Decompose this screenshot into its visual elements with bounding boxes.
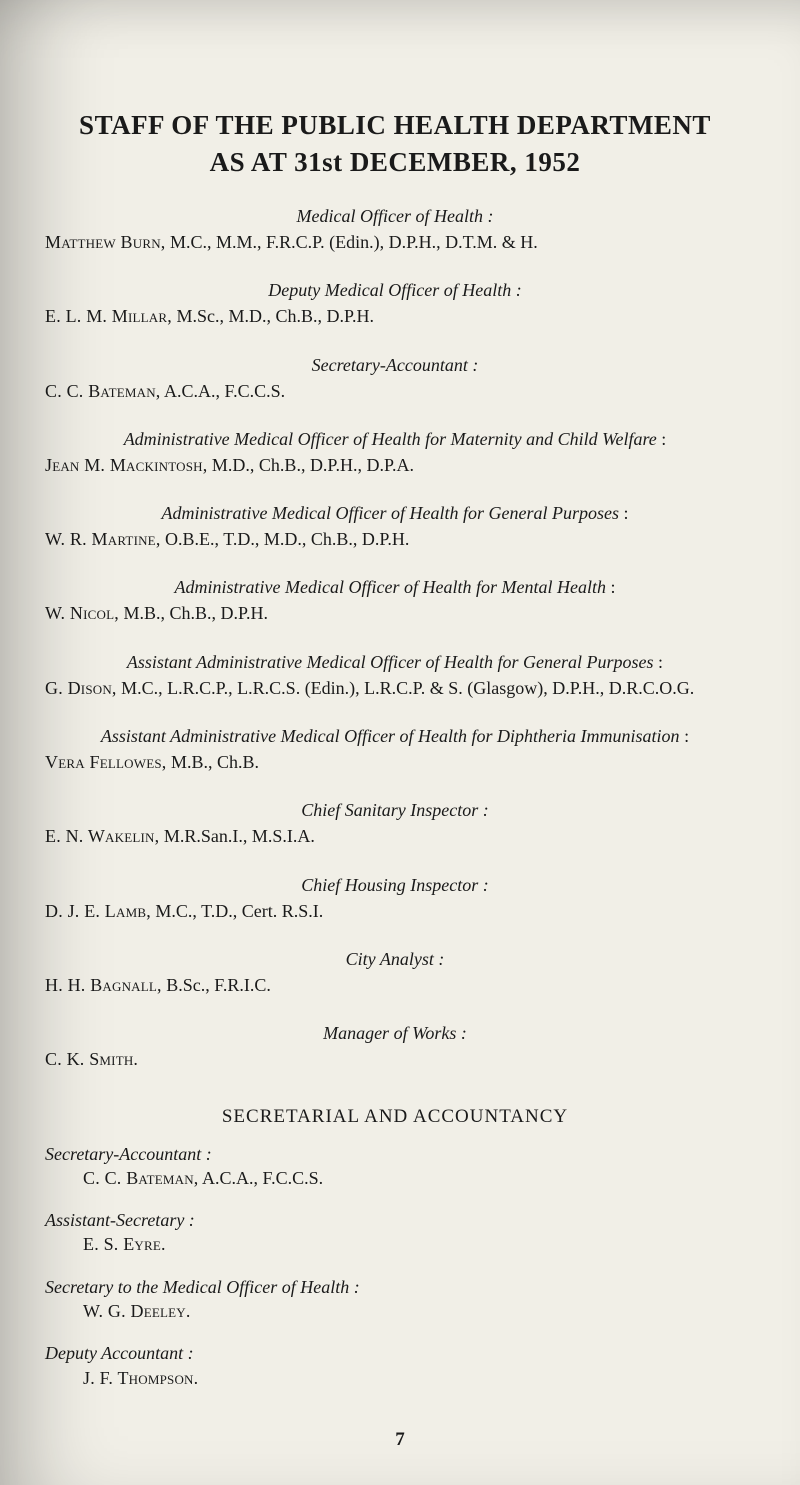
person-name: E. S. Eyre. (83, 1234, 166, 1254)
person-line: Jean M. Mackintosh, M.D., Ch.B., D.P.H.,… (45, 453, 745, 477)
person-name: E. N. Wakelin, (45, 826, 159, 846)
person-credentials: M.B., Ch.B. (166, 752, 259, 772)
role-label: Chief Housing Inspector : (45, 875, 745, 896)
person-line: W. R. Martine, O.B.E., T.D., M.D., Ch.B.… (45, 527, 745, 551)
person-credentials: M.B., Ch.B., D.P.H. (119, 603, 268, 623)
staff-entry: Secretary to the Medical Officer of Heal… (45, 1275, 745, 1324)
person-name: D. J. E. Lamb, (45, 901, 151, 921)
person-name: J. F. Thompson. (83, 1368, 198, 1388)
person-line: J. F. Thompson. (45, 1366, 745, 1390)
person-credentials: M.C., T.D., Cert. R.S.I. (151, 901, 323, 921)
person-name: C. C. Bateman, (45, 381, 160, 401)
staff-entry: Administrative Medical Officer of Health… (45, 577, 745, 625)
person-credentials: M.D., Ch.B., D.P.H., D.P.A. (207, 455, 414, 475)
title-line-2: AS AT 31st DECEMBER, 1952 (45, 147, 745, 178)
person-name: G. Dison, (45, 678, 117, 698)
staff-entry: Deputy Accountant : J. F. Thompson. (45, 1341, 745, 1390)
person-name: W. R. Martine, (45, 529, 161, 549)
person-line: Vera Fellowes, M.B., Ch.B. (45, 750, 745, 774)
staff-entry: Deputy Medical Officer of Health : E. L.… (45, 280, 745, 328)
role-label: Assistant Administrative Medical Officer… (45, 652, 745, 673)
role-label: Assistant Administrative Medical Officer… (45, 726, 745, 747)
role-label: Chief Sanitary Inspector : (45, 800, 745, 821)
role-label: Deputy Accountant : (45, 1341, 745, 1365)
staff-entry: Administrative Medical Officer of Health… (45, 429, 745, 477)
staff-entry: Secretary-Accountant : C. C. Bateman, A.… (45, 355, 745, 403)
role-label: Administrative Medical Officer of Health… (45, 503, 745, 524)
person-credentials: A.C.A., F.C.C.S. (160, 381, 285, 401)
role-label: Deputy Medical Officer of Health : (45, 280, 745, 301)
person-line: W. Nicol, M.B., Ch.B., D.P.H. (45, 601, 745, 625)
person-name: H. H. Bagnall, (45, 975, 162, 995)
person-line: H. H. Bagnall, B.Sc., F.R.I.C. (45, 973, 745, 997)
person-line: G. Dison, M.C., L.R.C.P., L.R.C.S. (Edin… (45, 676, 745, 700)
person-credentials: B.Sc., F.R.I.C. (162, 975, 271, 995)
person-credentials: M.R.San.I., M.S.I.A. (159, 826, 315, 846)
title-line-1: STAFF OF THE PUBLIC HEALTH DEPARTMENT (45, 110, 745, 141)
role-label: Administrative Medical Officer of Health… (45, 429, 745, 450)
staff-entry: Assistant-Secretary : E. S. Eyre. (45, 1208, 745, 1257)
person-credentials: M.C., M.M., F.R.C.P. (Edin.), D.P.H., D.… (166, 232, 538, 252)
role-label: Secretary-Accountant : (45, 355, 745, 376)
page-number: 7 (0, 1429, 800, 1451)
person-line: C. K. Smith. (45, 1047, 745, 1071)
person-credentials: M.C., L.R.C.P., L.R.C.S. (Edin.), L.R.C.… (117, 678, 695, 698)
staff-entry: Chief Housing Inspector : D. J. E. Lamb,… (45, 875, 745, 923)
person-credentials: O.B.E., T.D., M.D., Ch.B., D.P.H. (161, 529, 410, 549)
person-line: Matthew Burn, M.C., M.M., F.R.C.P. (Edin… (45, 230, 745, 254)
role-label: City Analyst : (45, 949, 745, 970)
person-name: Jean M. Mackintosh, (45, 455, 207, 475)
role-label: Assistant-Secretary : (45, 1208, 745, 1232)
section-heading: SECRETARIAL AND ACCOUNTANCY (45, 1106, 745, 1128)
person-line: E. L. M. Millar, M.Sc., M.D., Ch.B., D.P… (45, 304, 745, 328)
staff-entry: Chief Sanitary Inspector : E. N. Wakelin… (45, 800, 745, 848)
person-line: D. J. E. Lamb, M.C., T.D., Cert. R.S.I. (45, 899, 745, 923)
staff-entry: Assistant Administrative Medical Officer… (45, 726, 745, 774)
role-label: Manager of Works : (45, 1023, 745, 1044)
person-name: Matthew Burn, (45, 232, 166, 252)
staff-entry: Medical Officer of Health : Matthew Burn… (45, 206, 745, 254)
person-line: E. S. Eyre. (45, 1232, 745, 1256)
staff-entry: Manager of Works : C. K. Smith. (45, 1023, 745, 1071)
person-credentials: M.Sc., M.D., Ch.B., D.P.H. (172, 306, 374, 326)
page-title: STAFF OF THE PUBLIC HEALTH DEPARTMENT AS… (45, 110, 745, 178)
person-line: C. C. Bateman, A.C.A., F.C.C.S. (45, 379, 745, 403)
person-name: W. G. Deeley. (83, 1301, 191, 1321)
person-name: C. C. Bateman, (83, 1168, 198, 1188)
role-label: Medical Officer of Health : (45, 206, 745, 227)
staff-entry: Assistant Administrative Medical Officer… (45, 652, 745, 700)
person-name: W. Nicol, (45, 603, 119, 623)
staff-entry: Administrative Medical Officer of Health… (45, 503, 745, 551)
person-line: W. G. Deeley. (45, 1299, 745, 1323)
person-name: Vera Fellowes, (45, 752, 166, 772)
role-label: Administrative Medical Officer of Health… (45, 577, 745, 598)
staff-entry: City Analyst : H. H. Bagnall, B.Sc., F.R… (45, 949, 745, 997)
person-credentials: A.C.A., F.C.C.S. (198, 1168, 323, 1188)
person-line: E. N. Wakelin, M.R.San.I., M.S.I.A. (45, 824, 745, 848)
role-label: Secretary to the Medical Officer of Heal… (45, 1275, 745, 1299)
staff-entry: Secretary-Accountant : C. C. Bateman, A.… (45, 1142, 745, 1191)
person-line: C. C. Bateman, A.C.A., F.C.C.S. (45, 1166, 745, 1190)
person-name: E. L. M. Millar, (45, 306, 172, 326)
person-name: C. K. Smith. (45, 1049, 138, 1069)
role-label: Secretary-Accountant : (45, 1142, 745, 1166)
